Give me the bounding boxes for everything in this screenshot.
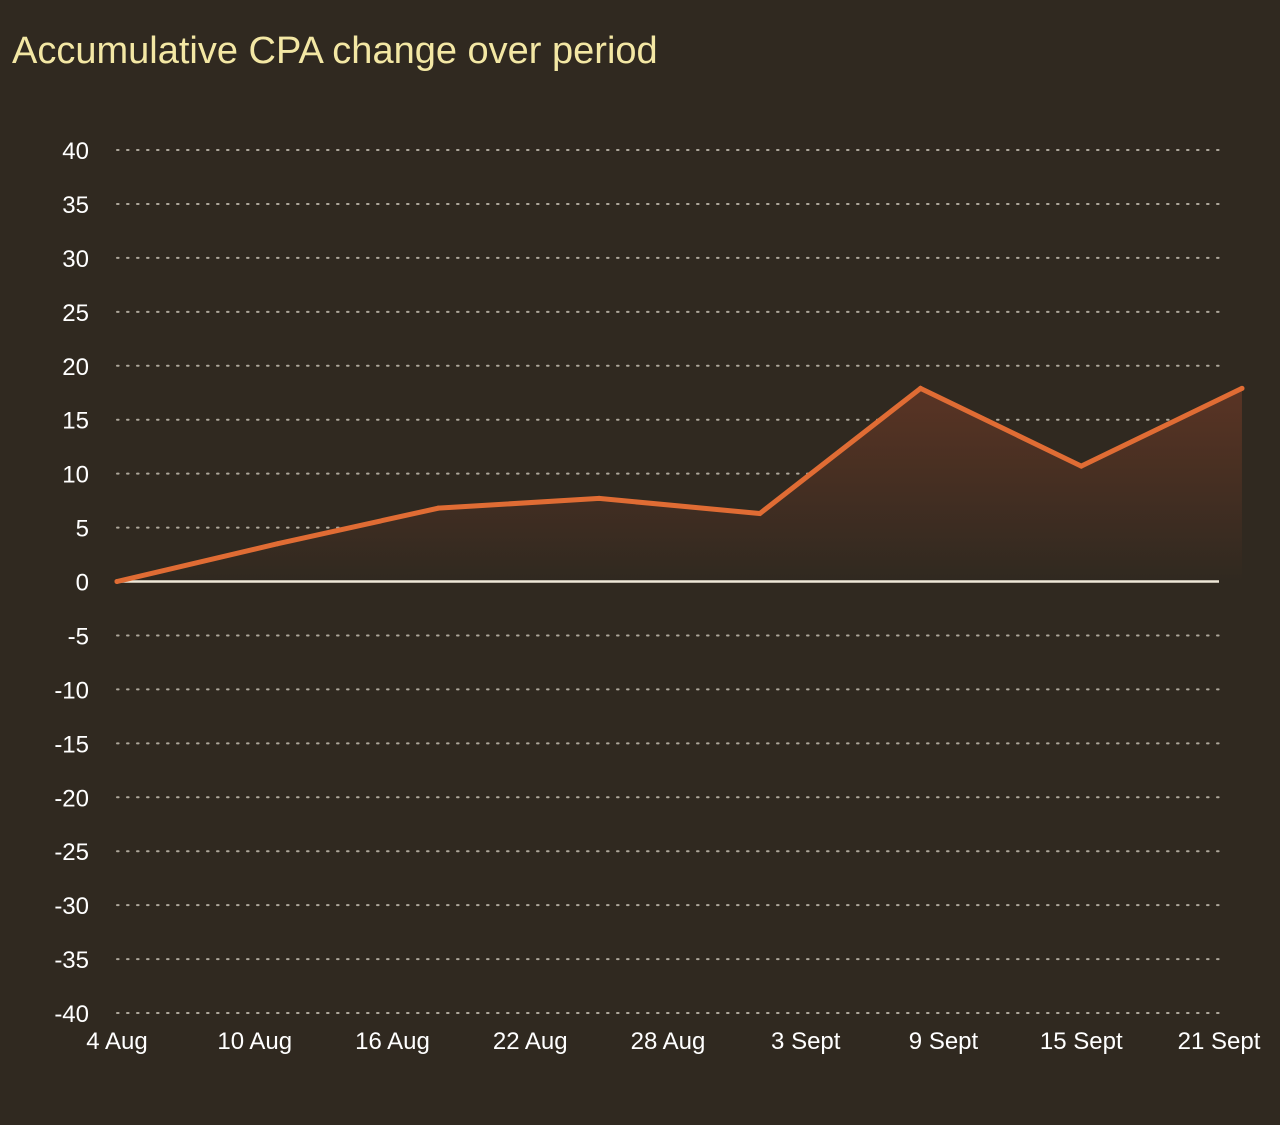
y-tick-label: -25 [54, 839, 89, 866]
data-point [435, 505, 441, 511]
x-axis-tick-labels: 4 Aug 10 Aug 16 Aug 22 Aug 28 Aug 3 Sept 9 Sep… [86, 1028, 1260, 1055]
data-point [275, 541, 281, 547]
y-tick-label: 35 [62, 192, 89, 219]
x-tick-label: 21 Sept [1178, 1028, 1261, 1055]
series-area [117, 388, 1242, 582]
x-tick-label: 15 Sept [1040, 1028, 1123, 1055]
series-line-layer [114, 385, 1245, 584]
y-tick-label: -30 [54, 893, 89, 920]
y-tick-label: 10 [62, 462, 89, 489]
x-tick-label: 28 Aug [631, 1028, 706, 1055]
y-tick-label: 0 [76, 570, 89, 597]
y-tick-label: 5 [76, 516, 89, 543]
data-point [1239, 385, 1245, 391]
y-tick-label: 15 [62, 408, 89, 435]
y-tick-label: 30 [62, 246, 89, 273]
y-tick-label: -15 [54, 731, 89, 758]
data-point [596, 495, 602, 501]
data-point [114, 579, 120, 584]
x-tick-label: 22 Aug [493, 1028, 568, 1055]
x-tick-label: 10 Aug [217, 1028, 292, 1055]
y-tick-label: 40 [62, 138, 89, 165]
x-tick-label: 3 Sept [771, 1028, 841, 1055]
y-tick-label: 25 [62, 300, 89, 327]
y-tick-label: -40 [54, 1001, 89, 1028]
y-tick-label: -20 [54, 785, 89, 812]
y-tick-label: -5 [68, 623, 89, 650]
data-point [1078, 463, 1084, 469]
series-line [114, 385, 1245, 584]
y-tick-label: -35 [54, 947, 89, 974]
data-point [757, 511, 763, 517]
y-axis-tick-labels: 40 35 30 25 20 15 10 5 0 -5 -10 -15 -20 -25 -30 -35 -40 [54, 138, 89, 1028]
x-tick-label: 16 Aug [355, 1028, 430, 1055]
chart-title: Accumulative CPA change over period [12, 30, 658, 72]
y-tick-label: 20 [62, 354, 89, 381]
series-area-fill [117, 388, 1242, 582]
y-tick-label: -10 [54, 677, 89, 704]
data-point [918, 385, 924, 391]
x-tick-label: 4 Aug [86, 1028, 147, 1055]
x-tick-label: 9 Sept [909, 1028, 979, 1055]
